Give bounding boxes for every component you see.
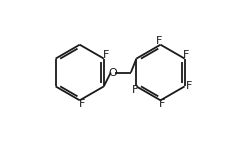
Text: F: F	[156, 36, 162, 46]
Text: F: F	[103, 50, 109, 60]
Text: F: F	[186, 81, 192, 91]
Text: F: F	[183, 50, 189, 60]
Text: F: F	[79, 99, 85, 109]
Text: O: O	[109, 68, 117, 77]
Text: F: F	[132, 85, 138, 95]
Text: F: F	[159, 99, 166, 109]
